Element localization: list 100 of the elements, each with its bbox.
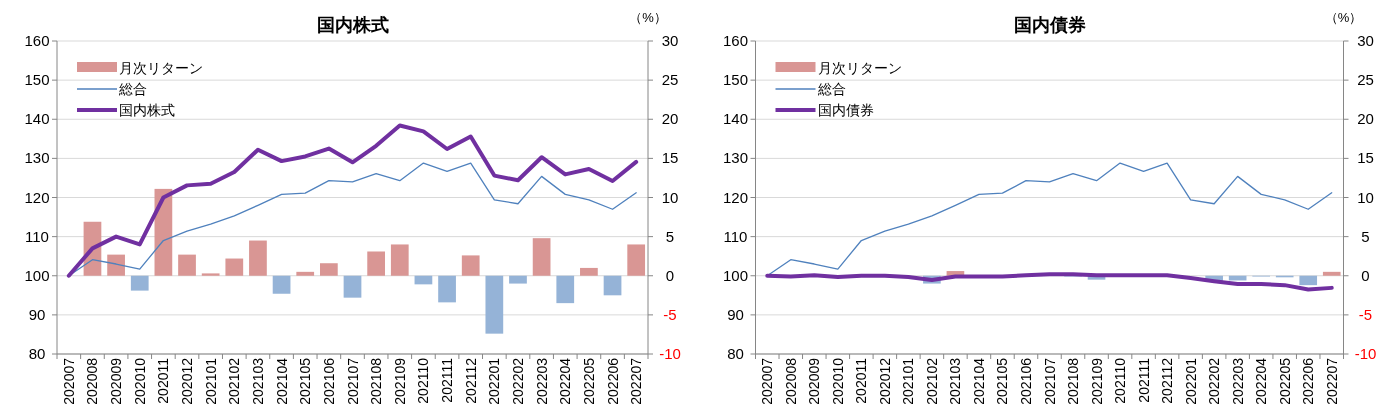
x-tick-label: 202101 (900, 357, 917, 405)
y2-tick-label: 20 (1357, 110, 1374, 128)
y2-tick-label: 15 (661, 149, 679, 167)
x-tick-label: 202108 (1065, 357, 1082, 405)
y-tick-label: 160 (722, 32, 749, 49)
x-tick-label: 202012 (876, 357, 893, 405)
y2-tick-label: 30 (661, 32, 679, 49)
legend-label: 総合 (118, 81, 147, 97)
y-tick-label: 120 (722, 188, 749, 206)
y-tick-label: 80 (727, 345, 744, 362)
bar (603, 275, 622, 296)
bar (485, 275, 504, 334)
x-tick-label: 202007 (60, 357, 77, 405)
bar (225, 258, 244, 276)
y-tick-label: 140 (24, 110, 50, 128)
x-tick-label: 202105 (994, 357, 1011, 405)
x-tick-label: 202009 (108, 357, 125, 405)
y-tick-label: 110 (723, 227, 748, 245)
x-tick-label: 202009 (806, 357, 823, 405)
x-tick-label: 202201 (486, 357, 503, 405)
bar (272, 275, 291, 294)
x-tick-label: 202010 (131, 357, 148, 405)
x-tick-label: 202106 (320, 357, 337, 405)
legend-label: 総合 (816, 81, 846, 97)
x-tick-label: 202112 (462, 357, 479, 404)
x-tick-label: 202206 (604, 357, 621, 405)
x-tick-label: 202106 (1017, 357, 1034, 405)
x-tick-label: 202101 (202, 357, 219, 405)
y2-tick-label: 0 (1361, 266, 1370, 284)
x-tick-label: 202104 (273, 357, 290, 405)
x-tick-label: 202110 (1112, 357, 1129, 404)
x-tick-label: 202202 (1206, 357, 1223, 405)
x-tick-label: 202203 (533, 357, 550, 405)
y2-tick-label: -5 (1358, 305, 1373, 323)
x-tick-label: 202111 (439, 357, 456, 403)
x-tick-label: 202205 (1276, 357, 1293, 405)
y2-tick-label: 15 (1357, 149, 1374, 167)
x-tick-label: 202107 (1041, 357, 1058, 405)
y2-tick-label: 0 (665, 266, 675, 284)
bar (532, 238, 551, 276)
y-tick-label: 130 (722, 149, 749, 167)
y-tick-label: 140 (722, 110, 749, 128)
x-tick-label: 202110 (415, 357, 432, 404)
x-tick-label: 202204 (1253, 357, 1270, 405)
bar (343, 275, 362, 298)
legend-label: 月次リターン (817, 60, 902, 76)
x-tick-label: 202008 (782, 357, 799, 405)
x-tick-label: 202202 (509, 357, 526, 405)
x-tick-label: 202105 (297, 357, 314, 405)
line-series (766, 162, 1333, 277)
y2-tick-label: 5 (665, 227, 675, 245)
y-tick-label: 110 (25, 227, 49, 245)
line-series (66, 123, 639, 278)
y2-tick-label: -5 (663, 305, 677, 323)
y2-axis-title: （%） (1324, 10, 1363, 25)
y-tick-label: 150 (24, 71, 50, 89)
y2-tick-label: 25 (1357, 71, 1374, 89)
y2-axis-title: （%） (629, 10, 667, 25)
y2-tick-label: 5 (1361, 227, 1370, 245)
y2-tick-label: 30 (1357, 32, 1374, 49)
x-tick-label: 202108 (368, 357, 385, 405)
x-tick-label: 202008 (84, 357, 101, 405)
y-tick-label: 80 (28, 345, 46, 362)
bar (296, 271, 315, 276)
bar (390, 244, 409, 276)
line-series (765, 272, 1334, 292)
x-tick-label: 202010 (829, 357, 846, 405)
x-tick-label: 202207 (628, 357, 645, 405)
bar (438, 275, 456, 303)
y2-tick-label: 20 (661, 110, 679, 128)
bar (461, 255, 480, 276)
x-tick-label: 202007 (759, 357, 776, 405)
bar (367, 251, 386, 276)
x-tick-label: 202109 (1088, 357, 1105, 405)
y2-tick-label: 10 (1357, 188, 1374, 206)
bar (580, 267, 598, 276)
legend-label: 国内債券 (817, 102, 874, 118)
y-tick-label: 150 (722, 71, 749, 89)
x-tick-label: 202203 (1229, 357, 1246, 405)
y-tick-label: 160 (24, 32, 50, 49)
bar (107, 254, 125, 276)
bar (509, 275, 527, 284)
y-tick-label: 130 (24, 149, 50, 167)
bar (201, 273, 220, 276)
bar (178, 254, 196, 276)
legend-label: 国内株式 (119, 102, 175, 118)
y-tick-label: 90 (727, 305, 744, 323)
x-tick-label: 202102 (226, 357, 243, 405)
y-tick-label: 90 (28, 305, 46, 323)
chart-title: 国内債券 (1013, 15, 1086, 35)
bar (320, 263, 338, 276)
x-tick-label: 202111 (1135, 357, 1152, 403)
x-tick-label: 202103 (249, 357, 266, 405)
bar (556, 275, 575, 304)
legend-label: 月次リターン (119, 60, 203, 76)
bar (249, 240, 267, 276)
y-tick-label: 100 (24, 266, 50, 284)
x-tick-label: 202011 (155, 357, 172, 404)
y2-tick-label: 25 (661, 71, 679, 89)
y2-tick-label: -10 (1354, 345, 1377, 362)
